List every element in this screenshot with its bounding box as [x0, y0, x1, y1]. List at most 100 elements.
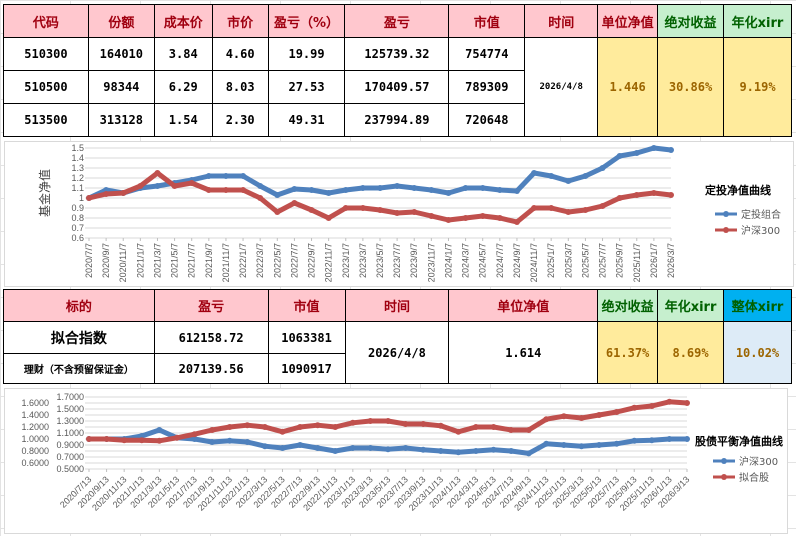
col-abs-return: 绝对收益 [597, 289, 659, 322]
data-point [226, 424, 233, 430]
x-tick-label: 2025/7/7 [598, 243, 608, 278]
cell[interactable]: 2.30 [211, 103, 269, 137]
header-row: 标的 盈亏 市值 时间 单位净值 绝对收益 年化xirr 整体xirr [3, 289, 792, 322]
data-point [668, 147, 674, 153]
cell[interactable]: 19.99 [267, 37, 346, 71]
data-point [349, 445, 356, 451]
data-point [279, 445, 286, 451]
col-date: 时间 [344, 289, 450, 322]
cell[interactable]: 98344 [87, 70, 155, 104]
data-point [377, 207, 383, 213]
y-tick-label: 0.5000 [56, 464, 84, 474]
data-point [308, 207, 315, 213]
data-point [462, 215, 469, 221]
data-point [531, 170, 538, 176]
data-point [209, 427, 216, 433]
data-point [257, 183, 264, 189]
cell[interactable]: 6.29 [153, 70, 213, 104]
y-tick-label: 0.9000 [56, 440, 84, 450]
cell[interactable]: 754774 [448, 37, 526, 71]
data-point [560, 442, 567, 448]
cell[interactable]: 207139.56 [153, 353, 269, 384]
col-nav: 单位净值 [597, 4, 659, 38]
cell[interactable]: 27.53 [267, 70, 346, 104]
x-tick-label: 2025/3/7 [563, 243, 573, 278]
data-point [385, 446, 391, 453]
summary-table: 标的 盈亏 市值 时间 单位净值 绝对收益 年化xirr 整体xirr 拟合指数… [3, 289, 792, 384]
x-tick-label: 2023/11/7 [426, 243, 436, 282]
y-tick-label: 0.6000 [21, 458, 49, 468]
cell[interactable]: 170409.57 [344, 70, 450, 104]
y-tick-label: 0.7000 [56, 452, 84, 462]
nav-cell[interactable]: 1.446 [597, 37, 659, 137]
y-tick-label: 1.7000 [56, 392, 84, 402]
data-point [244, 439, 251, 445]
cell[interactable]: 164010 [87, 37, 155, 71]
data-point [291, 186, 298, 192]
cell[interactable]: 789309 [448, 70, 526, 104]
x-tick-label: 2021/1/7 [135, 243, 145, 278]
data-point [274, 209, 281, 215]
data-point [472, 448, 479, 454]
x-tick-label: 2023/7/7 [392, 243, 402, 278]
y-tick-label: 1.2000 [21, 422, 49, 432]
data-point [205, 173, 212, 179]
chart-dca-nav[interactable]: 0.6 0.7 0.8 0.9 1 1.1 1.2 1.3 1.4 1.5 2020/7/7 2020… [4, 141, 794, 287]
data-point [525, 450, 532, 457]
cell[interactable]: 1.54 [153, 103, 213, 137]
x-tick-label: 2025/11/7 [632, 243, 642, 282]
cell[interactable]: 3.84 [153, 37, 213, 71]
data-point [86, 195, 92, 201]
chart-dca-nav-svg: 0.60.70.80.911.11.21.31.41.5 2020/7/7 2020… [37, 143, 781, 282]
cell[interactable]: 313128 [87, 103, 155, 137]
abs-return-cell[interactable]: 61.37% [597, 321, 659, 384]
data-point [138, 433, 145, 439]
data-point [154, 183, 161, 189]
data-point [513, 188, 520, 194]
date-cell[interactable]: 2026/4/8 [524, 37, 599, 137]
nav-cell[interactable]: 1.614 [448, 321, 599, 384]
data-point [631, 404, 638, 411]
cell[interactable]: 720648 [448, 103, 526, 137]
cell[interactable]: 510300 [3, 37, 89, 71]
cell[interactable]: 1063381 [267, 321, 346, 354]
data-point [411, 209, 418, 215]
x-tick-label: 2020/11/7 [118, 243, 128, 282]
cell[interactable]: 612158.72 [153, 321, 269, 354]
data-point [479, 185, 486, 191]
date-cell[interactable]: 2026/4/8 [344, 321, 450, 384]
cell[interactable]: 拟合指数 [3, 321, 155, 354]
y-tick-label: 1.2 [71, 173, 84, 183]
data-point [596, 412, 603, 418]
data-point [613, 409, 620, 415]
x-tick-label: 2024/1/7 [443, 243, 453, 278]
cell[interactable]: 125739.32 [344, 37, 450, 71]
overall-xirr-cell[interactable]: 10.02% [723, 321, 792, 384]
x-tick-label: 2024/7/7 [495, 243, 505, 278]
data-point [137, 183, 144, 189]
cell[interactable]: 513500 [3, 103, 89, 137]
x-tick-label: 2020/9/7 [101, 243, 111, 278]
cell[interactable]: 237994.89 [344, 103, 450, 137]
xirr-cell[interactable]: 8.69% [657, 321, 724, 384]
data-point [209, 439, 216, 445]
xirr-cell[interactable]: 9.19% [723, 37, 792, 137]
data-point [613, 440, 620, 447]
x-tick-label: 2022/3/7 [255, 243, 265, 278]
cell[interactable]: 1090917 [267, 353, 346, 384]
cell[interactable]: 8.03 [211, 70, 269, 104]
data-point [508, 427, 515, 433]
col-pnl: 盈亏 [344, 4, 450, 38]
col-overall-xirr: 整体xirr [723, 289, 792, 322]
cell[interactable]: 理财（不含预留保证金） [3, 353, 155, 384]
y-tick-label: 0.9 [71, 203, 84, 213]
abs-return-cell[interactable]: 30.86% [657, 37, 724, 137]
cell[interactable]: 4.60 [211, 37, 269, 71]
data-point [548, 173, 555, 179]
cell[interactable]: 49.31 [267, 103, 346, 137]
chart-balanced-nav[interactable]: 0.5000 0.6000 0.7000 0.8000 0.9000 1.0000 1.10… [4, 388, 788, 534]
data-point [565, 178, 572, 184]
data-point [191, 431, 198, 438]
data-point [121, 437, 128, 444]
cell[interactable]: 510500 [3, 70, 89, 104]
